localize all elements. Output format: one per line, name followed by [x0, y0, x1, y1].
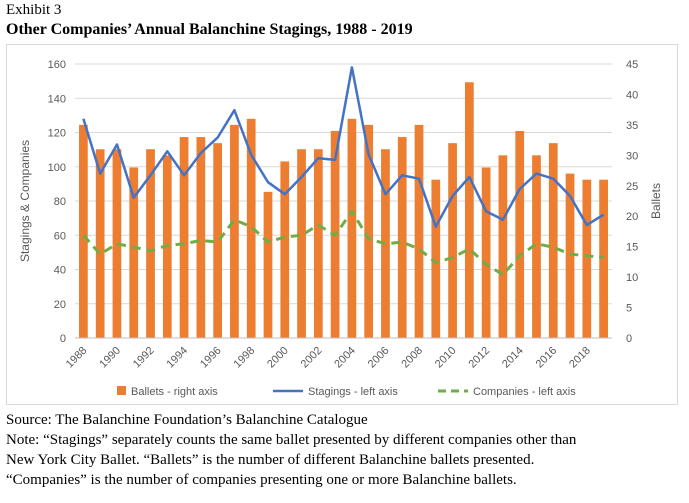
ballets-bar	[565, 173, 575, 338]
chart-title: Other Companies’ Annual Balanchine Stagi…	[6, 21, 413, 38]
ballets-bar	[146, 149, 155, 338]
exhibit-label: Exhibit 3	[6, 2, 62, 18]
y-tick-label: 20	[54, 299, 66, 311]
ballets-bar	[481, 167, 491, 338]
y-tick-label: 0	[60, 333, 66, 345]
legend-companies-label: Companies - left axis	[473, 386, 576, 398]
ballets-bar	[129, 167, 139, 338]
y2-tick-label: 15	[626, 242, 638, 254]
ballets-bar	[532, 155, 541, 338]
legend-ballets-label: Ballets - right axis	[131, 386, 218, 398]
x-tick-label: 2008	[399, 345, 425, 371]
x-tick-label: 1990	[97, 345, 123, 371]
chart-container: 0 20 40 60 80 100 120 140 160 0 5 10 15 20 25 30 35 40 45 1…	[6, 44, 678, 405]
ballets-bar	[599, 179, 608, 338]
note-line-2: New York City Ballet. “Ballets” is the n…	[6, 452, 535, 468]
source-note: Source: The Balanchine Foundation’s Bala…	[6, 412, 368, 428]
ballets-bar	[364, 124, 374, 338]
y2-tick-label: 40	[626, 89, 638, 101]
ballets-bar	[246, 118, 256, 338]
note-line-1: Note: “Stagings” separately counts the s…	[6, 432, 577, 448]
ballets-bar	[95, 149, 105, 338]
ballets-bar	[347, 118, 357, 338]
x-tick-label: 1998	[232, 345, 258, 371]
y-tick-label: 120	[48, 128, 66, 140]
y2-tick-label: 10	[626, 272, 638, 284]
y2-tick-label: 30	[626, 150, 638, 162]
y2-tick-label: 45	[626, 59, 638, 71]
x-tick-label: 2000	[265, 345, 291, 371]
x-tick-label: 1992	[131, 345, 157, 371]
y-tick-label: 80	[54, 196, 66, 208]
ballets-bar	[179, 137, 189, 338]
ballets-bar	[414, 124, 424, 338]
y-tick-label: 60	[54, 230, 66, 242]
ballets-bar	[397, 137, 407, 338]
chart-notes: Source: The Balanchine Foundation’s Bala…	[6, 410, 576, 490]
x-tick-label: 2004	[332, 345, 358, 371]
ballets-bar	[280, 161, 290, 338]
x-tick-label: 2010	[433, 345, 459, 371]
y-tick-label: 100	[48, 162, 66, 174]
ballets-bar	[548, 143, 558, 338]
ballets-bar	[213, 143, 223, 338]
y2-axis-title: Ballets	[649, 183, 663, 219]
legend-ballets-swatch	[117, 386, 126, 395]
ballets-bar	[196, 137, 206, 338]
ballets-bar	[297, 149, 306, 338]
x-tick-label: 1988	[64, 345, 90, 371]
x-tick-label: 2006	[366, 345, 392, 371]
companies-line	[82, 209, 604, 277]
ballets-bar	[381, 149, 390, 338]
note-line-3: “Companies” is the number of companies p…	[6, 472, 517, 488]
y2-tick-label: 20	[626, 211, 638, 223]
x-tick-label: 2014	[500, 345, 526, 371]
stagings-line	[82, 66, 605, 228]
x-tick-label: 2002	[299, 345, 325, 371]
legend-stagings-label: Stagings - left axis	[308, 386, 398, 398]
y-tick-label: 40	[54, 265, 66, 277]
ballets-bar	[582, 179, 592, 338]
ballets-bar	[448, 143, 457, 338]
y2-tick-label: 35	[626, 120, 638, 132]
ballets-bar	[515, 130, 525, 338]
x-tick-label: 1996	[198, 345, 224, 371]
ballets-bar	[498, 155, 508, 338]
x-tick-label: 2012	[466, 345, 492, 371]
ballets-bar	[79, 124, 88, 338]
x-tick-label: 2018	[567, 345, 593, 371]
y-tick-label: 160	[48, 59, 66, 71]
y-axis-title: Stagings & Companies	[18, 140, 32, 262]
y2-tick-label: 5	[626, 303, 632, 315]
x-tick-label: 2016	[534, 345, 560, 371]
ballets-bar	[112, 149, 122, 338]
y2-tick-label: 25	[626, 181, 638, 193]
ballets-bar	[230, 124, 239, 338]
ballets-bar	[464, 82, 474, 338]
y2-tick-label: 0	[626, 333, 632, 345]
x-tick-label: 1994	[164, 345, 190, 371]
ballets-bar	[431, 179, 441, 338]
y-tick-label: 140	[48, 93, 66, 105]
ballets-bar	[313, 149, 323, 338]
ballets-bar	[263, 191, 273, 338]
combo-chart: 0 20 40 60 80 100 120 140 160 0 5 10 15 20 25 30 35 40 45 1…	[18, 59, 663, 398]
